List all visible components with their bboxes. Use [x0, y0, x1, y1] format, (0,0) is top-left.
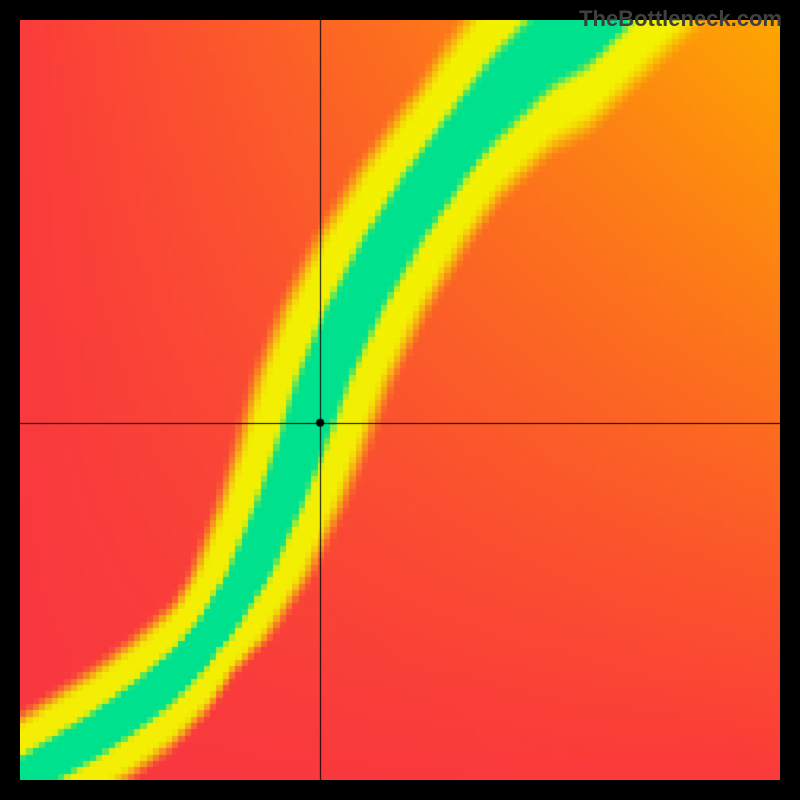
bottleneck-heatmap	[20, 20, 780, 780]
watermark-text: TheBottleneck.com	[579, 6, 782, 32]
chart-container: TheBottleneck.com	[0, 0, 800, 800]
